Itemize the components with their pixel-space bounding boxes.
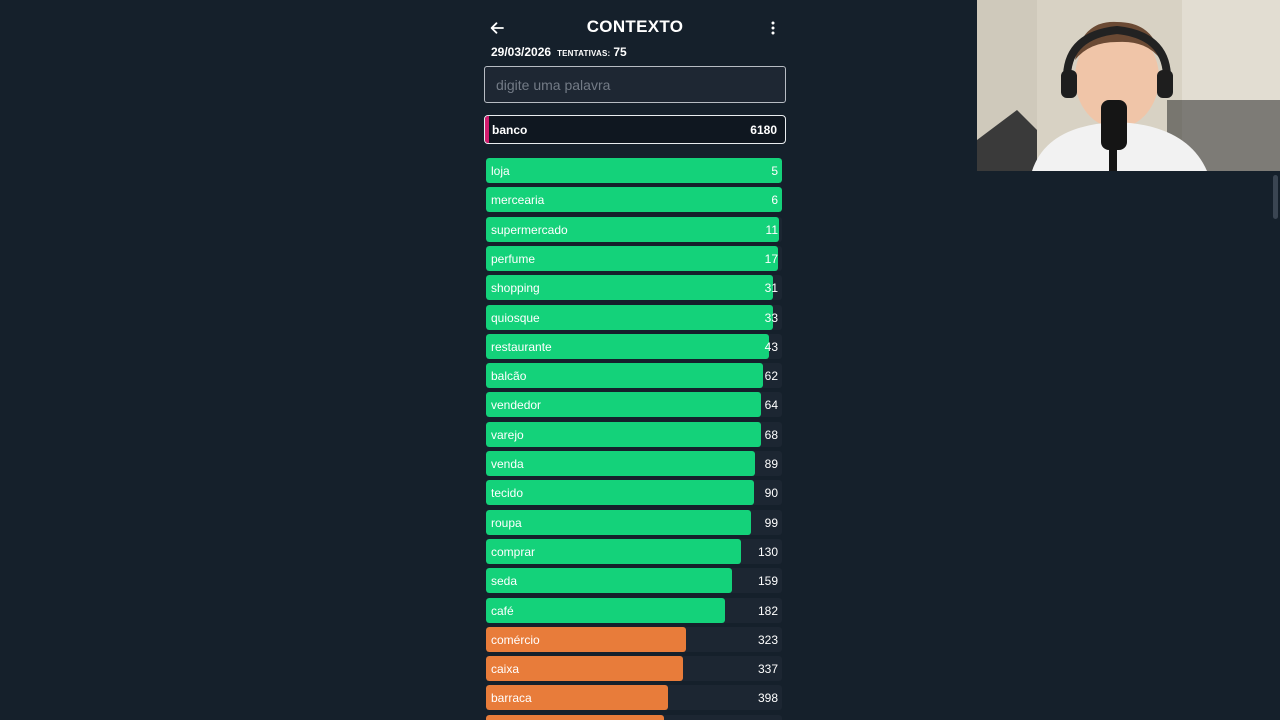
guess-word: venda [491, 457, 524, 471]
guess-word: caixa [491, 662, 520, 676]
guess-word: comércio [491, 633, 540, 647]
arrow-left-icon [490, 22, 504, 34]
guess-proximity-bar [486, 422, 761, 447]
guess-rank: 33 [764, 311, 778, 325]
guess-row: barraca 398 [486, 685, 782, 710]
guess-word: seda [491, 574, 518, 588]
guess-word: restaurante [491, 340, 552, 354]
guess-row: loja 5 [486, 158, 782, 183]
guess-proximity-bar [486, 392, 762, 417]
guess-rank: 68 [764, 428, 778, 442]
guess-row: balcão 62 [486, 363, 782, 388]
current-guess-accent [485, 116, 489, 143]
guess-word: comprar [491, 545, 536, 559]
contexto-game: CONTEXTO 29/03/2026 TENTATIVAS: 75 banco… [484, 0, 786, 720]
scrollbar-thumb[interactable] [1273, 175, 1278, 219]
guess-word: tecido [491, 486, 524, 500]
guess-proximity-bar [486, 656, 683, 681]
guess-row: caixa 337 [486, 656, 782, 681]
current-guess: banco 6180 [484, 115, 786, 144]
current-guess-rank: 6180 [750, 123, 777, 137]
game-date: 29/03/2026 [491, 45, 552, 59]
guess-word: balcão [491, 369, 527, 383]
page-scrollbar[interactable] [1270, 171, 1280, 720]
guess-word: varejo [491, 428, 524, 442]
guess-rank: 398 [757, 691, 778, 705]
guess-rank: 62 [764, 369, 778, 383]
guess-rank: 159 [757, 574, 778, 588]
guess-row: roupa 99 [486, 510, 782, 535]
guess-row: quiosque 33 [486, 305, 782, 330]
guess-proximity-bar [486, 158, 782, 183]
guess-rank: 17 [764, 252, 778, 266]
guess-word: barraca [491, 691, 532, 705]
kebab-menu-icon [771, 21, 775, 35]
guess-word: shopping [491, 281, 540, 295]
back-button[interactable] [486, 17, 508, 39]
page-title: CONTEXTO [586, 17, 684, 36]
guess-rank: 64 [764, 398, 778, 412]
guess-proximity-bar [486, 363, 763, 388]
guess-word: perfume [491, 252, 536, 266]
guess-row: shopping 31 [486, 275, 782, 300]
guess-rank: 89 [764, 457, 778, 471]
guess-proximity-bar [486, 715, 664, 720]
guess-rank: 31 [764, 281, 778, 295]
guess-rank: 337 [757, 662, 778, 676]
webcam-person-image [977, 0, 1280, 171]
guess-proximity-bar [486, 187, 782, 212]
guess-proximity-bar [486, 334, 769, 359]
guess-proximity-bar [486, 539, 741, 564]
guess-rank: 323 [757, 633, 778, 647]
top-bar: CONTEXTO [484, 14, 786, 42]
guess-row: café 182 [486, 598, 782, 623]
guess-proximity-bar [486, 685, 669, 710]
guess-row: tecido 90 [486, 480, 782, 505]
guess-rank: 90 [764, 486, 778, 500]
guess-row: seda 159 [486, 568, 782, 593]
guess-rank: 6 [771, 193, 778, 207]
guess-rank: 182 [757, 604, 778, 618]
guess-word: supermercado [491, 223, 568, 237]
game-meta: 29/03/2026 TENTATIVAS: 75 [491, 45, 627, 61]
guess-rank: 11 [765, 223, 778, 237]
guess-rank: 130 [757, 545, 778, 559]
tries-count: 75 [613, 45, 627, 59]
guess-row: perfume 17 [486, 246, 782, 271]
guess-proximity-bar [486, 275, 774, 300]
guess-proximity-bar [486, 480, 754, 505]
guess-word: loja [491, 164, 510, 178]
guess-row: mercearia 6 [486, 187, 782, 212]
guess-rank: 99 [764, 516, 778, 530]
guess-proximity-bar [486, 246, 778, 271]
guess-proximity-bar [486, 510, 751, 535]
guess-word: café [491, 604, 514, 618]
guess-word: quiosque [491, 311, 540, 325]
guess-proximity-bar [486, 451, 755, 476]
guess-row: restaurante 43 [486, 334, 782, 359]
guess-proximity-bar [486, 568, 732, 593]
guess-row: comércio 323 [486, 627, 782, 652]
guess-proximity-bar [486, 598, 726, 623]
tries-label: TENTATIVAS: [557, 49, 611, 58]
guess-rank: 43 [764, 340, 778, 354]
guess-row: vendedor 64 [486, 392, 782, 417]
guess-proximity-bar [486, 627, 686, 652]
guess-row: venda 89 [486, 451, 782, 476]
guess-rank: 5 [771, 164, 778, 178]
current-guess-word: banco [492, 123, 528, 137]
guess-row: comprar 130 [486, 539, 782, 564]
guess-proximity-bar [486, 305, 774, 330]
guess-row [486, 715, 782, 720]
guess-word: mercearia [491, 193, 545, 207]
guess-word: vendedor [491, 398, 542, 412]
guess-proximity-bar [486, 217, 780, 242]
webcam-overlay [977, 0, 1280, 171]
guess-row: varejo 68 [486, 422, 782, 447]
guess-row: supermercado 11 [486, 217, 782, 242]
more-options-button[interactable] [762, 17, 784, 39]
guess-input[interactable] [484, 66, 786, 103]
guess-word: roupa [491, 516, 522, 530]
